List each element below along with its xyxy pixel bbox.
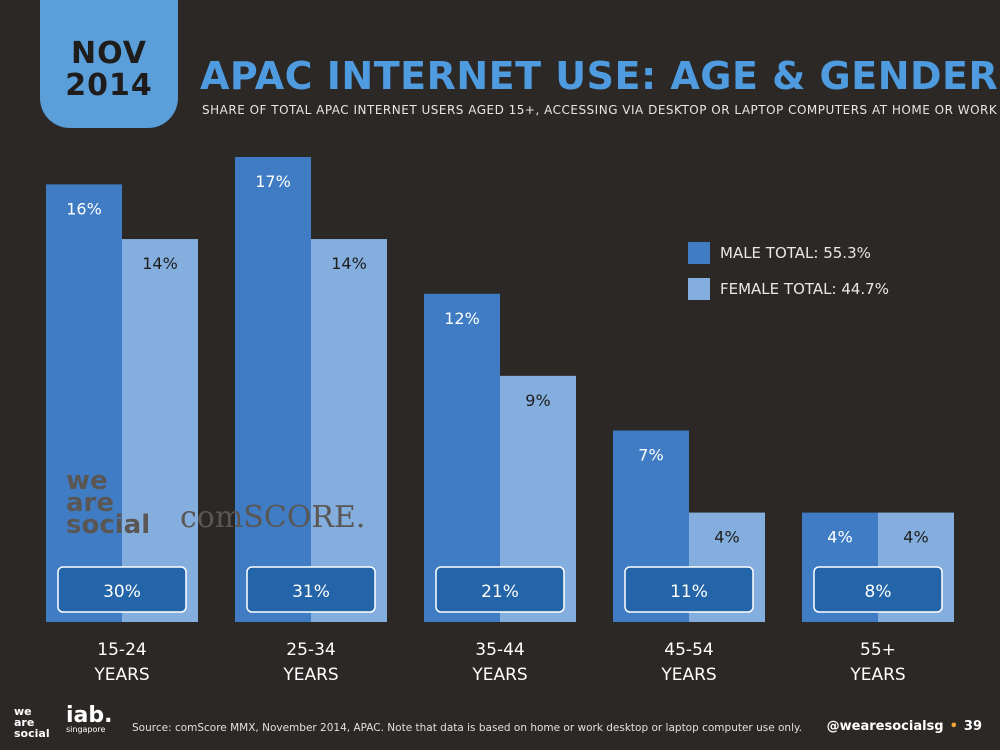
- x-tick-label: 15-24: [97, 640, 146, 660]
- total-label: 21%: [481, 582, 519, 602]
- legend-label-female: FEMALE TOTAL: 44.7%: [720, 280, 889, 298]
- page-number: 39: [963, 719, 982, 734]
- handle-text: @wearesocialsg: [826, 719, 944, 734]
- total-label: 31%: [292, 582, 330, 602]
- bar-value-label: 4%: [714, 528, 739, 547]
- legend-label-male: MALE TOTAL: 55.3%: [720, 244, 871, 262]
- date-year: 2014: [65, 68, 153, 103]
- x-tick-label: 55+: [860, 640, 896, 660]
- wearesocial-logo: we are social: [14, 705, 50, 740]
- bar-male: [235, 157, 311, 622]
- iab-logo-sub: singapore: [66, 725, 106, 734]
- x-tick-label: YEARS: [660, 665, 716, 685]
- total-box: [624, 566, 754, 613]
- bar-female: [311, 239, 387, 622]
- x-tick-label: 35-44: [475, 640, 524, 660]
- bar-value-label: 17%: [255, 172, 291, 191]
- separator-dot: •: [949, 719, 958, 734]
- x-tick-label: 45-54: [664, 640, 713, 660]
- source-note: Source: comScore MMX, November 2014, APA…: [132, 722, 803, 734]
- total-label: 8%: [865, 582, 892, 602]
- iab-logo: iab. singapore: [66, 703, 113, 734]
- total-label: 11%: [670, 582, 708, 602]
- x-tick-label: YEARS: [93, 665, 149, 685]
- comscore-watermark: comSCORE.: [180, 500, 366, 535]
- bar-value-label: 4%: [903, 528, 928, 547]
- bar-value-label: 7%: [638, 446, 663, 465]
- page-title: APAC INTERNET USE: AGE & GENDER: [200, 54, 999, 98]
- x-tick-label: YEARS: [471, 665, 527, 685]
- bar-value-label: 12%: [444, 309, 480, 328]
- legend-swatch-female: [688, 278, 710, 300]
- bar-value-label: 9%: [525, 391, 550, 410]
- date-month: NOV: [70, 36, 148, 71]
- bar-value-label: 14%: [331, 254, 367, 273]
- legend-item-female: FEMALE TOTAL: 44.7%: [688, 278, 889, 300]
- date-badge: NOV 2014: [40, 0, 178, 128]
- legend-swatch-male: [688, 242, 710, 264]
- bar-value-label: 14%: [142, 254, 178, 273]
- x-tick-label: YEARS: [282, 665, 338, 685]
- bar-male: [46, 184, 122, 622]
- social-handle: @wearesocialsg • 39: [827, 719, 982, 734]
- iab-logo-text: iab.: [66, 703, 113, 728]
- bar-chart: 16% 14% 30% 15-24 YEARS 17% 14% 31% 25-34 YEARS 12…: [46, 157, 954, 685]
- x-tick-label: YEARS: [849, 665, 905, 685]
- wearesocial-watermark: we are social: [66, 466, 151, 540]
- total-box: [813, 566, 943, 613]
- total-box: [246, 566, 376, 613]
- total-box: [435, 566, 565, 613]
- legend-item-male: MALE TOTAL: 55.3%: [688, 242, 871, 264]
- bar-value-label: 16%: [66, 199, 102, 218]
- total-box: [57, 566, 187, 613]
- page-subtitle: SHARE OF TOTAL APAC INTERNET USERS AGED …: [202, 103, 998, 117]
- total-label: 30%: [103, 582, 141, 602]
- bar-value-label: 4%: [827, 528, 852, 547]
- x-tick-label: 25-34: [286, 640, 335, 660]
- bar-female: [122, 239, 198, 622]
